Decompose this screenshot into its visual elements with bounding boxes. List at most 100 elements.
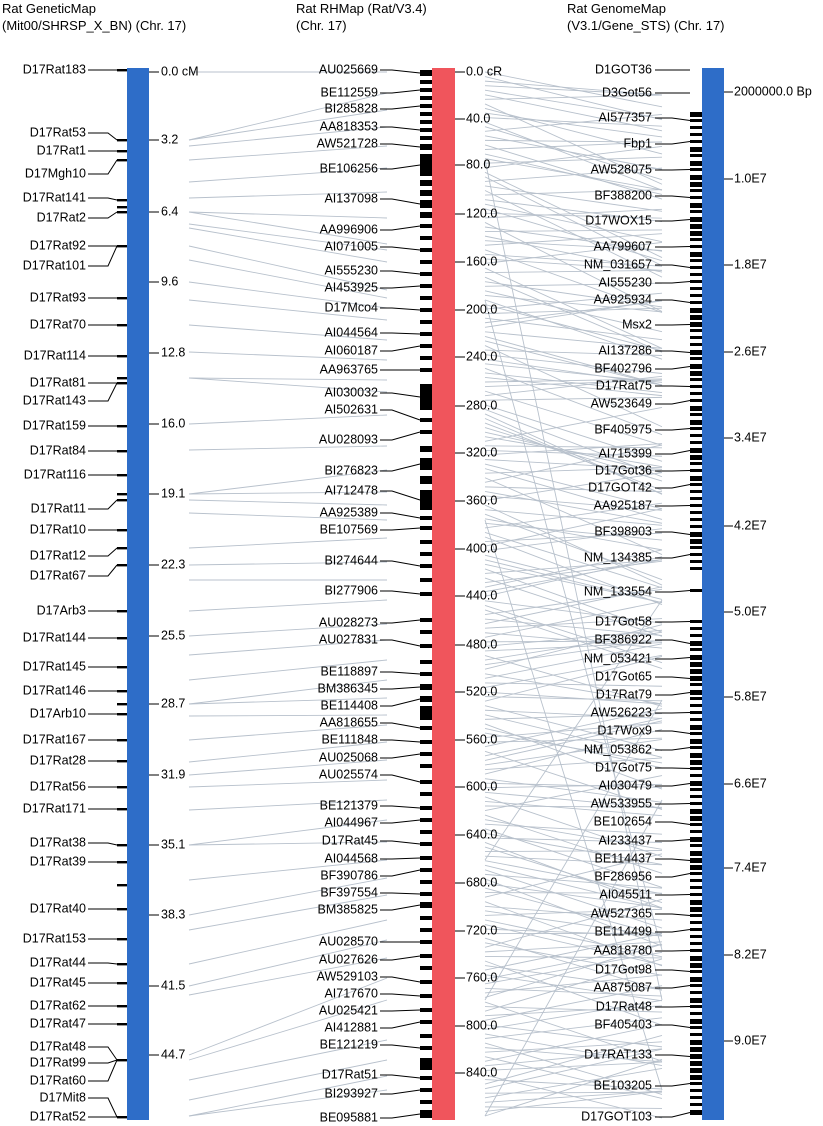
rh-genome-link — [484, 782, 663, 788]
genetic-marker-leader — [88, 159, 118, 175]
genome-marker-leader — [655, 858, 691, 861]
rh-marker-tick — [420, 88, 432, 92]
genome-marker-tick — [690, 476, 702, 481]
genome-marker-tick — [690, 490, 702, 493]
genetic-marker-tick — [117, 666, 127, 669]
rh-marker-label: AW529103 — [317, 969, 378, 983]
rh-genome-link — [484, 240, 663, 251]
genome-marker-tick — [690, 844, 702, 847]
genome-marker-tick — [690, 739, 702, 744]
rh-genome-link — [484, 549, 663, 588]
rh-scale-label: 440.0 — [466, 588, 497, 602]
rh-genome-link — [484, 189, 663, 196]
genetic-marker-label: D17Rat2 — [37, 210, 86, 224]
genetic-rh-link — [188, 939, 388, 987]
rh-genome-link — [484, 643, 663, 679]
genome-marker-leader — [655, 821, 691, 825]
rh-marker-label: AI044568 — [324, 851, 378, 865]
genome-marker-tick — [690, 329, 702, 332]
genome-marker-tick — [690, 837, 702, 842]
genome-marker-leader — [655, 554, 691, 559]
rh-genome-link — [484, 1024, 663, 1062]
rh-marker-tick — [420, 980, 432, 984]
genome-marker-tick — [690, 760, 702, 765]
rh-marker-label: BE114408 — [321, 698, 379, 712]
rh-marker-tick — [420, 458, 432, 470]
rh-genome-link — [484, 554, 663, 600]
genetic-scale-label: 35.1 — [161, 837, 185, 851]
genetic-scale-label: 3.2 — [161, 132, 178, 146]
genome-marker-leader — [655, 428, 691, 431]
genome-marker-leader — [655, 913, 691, 916]
genetic-scale-label: 9.6 — [161, 274, 178, 288]
genome-marker-tick — [690, 589, 702, 592]
rh-genome-link — [484, 159, 663, 1001]
rh-scale-label: 160.0 — [466, 254, 497, 268]
rh-marker-leader — [380, 1113, 421, 1119]
genome-marker-tick — [690, 1110, 702, 1115]
genome-scale-label: 3.4E7 — [734, 430, 767, 444]
genetic-marker-tick — [117, 425, 127, 428]
genome-marker-label: NM_134385 — [584, 550, 652, 564]
rh-marker-label: AU028570 — [319, 934, 378, 948]
genome-marker-leader — [655, 505, 691, 507]
rh-genome-link — [484, 282, 663, 287]
genetic-marker-leader — [88, 547, 118, 557]
rh-scale-label: 560.0 — [466, 732, 497, 746]
genetic-rh-link — [188, 211, 388, 245]
genome-marker-tick — [690, 830, 702, 833]
rh-marker-label: AI712478 — [324, 483, 378, 497]
genetic-marker-label: D17Rat167 — [23, 732, 86, 746]
rh-genome-link — [484, 709, 663, 719]
genome-marker-tick — [690, 1075, 702, 1080]
genetic-marker-leader — [88, 211, 118, 219]
genetic-rh-link — [188, 227, 388, 263]
genome-marker-tick — [690, 893, 702, 896]
genome-marker-tick — [690, 788, 702, 791]
genetic-rh-link — [188, 491, 388, 495]
genetic-marker-tick — [117, 493, 127, 496]
rh-marker-tick — [420, 418, 432, 422]
genome-marker-leader — [655, 169, 691, 171]
genetic-marker-tick — [117, 1023, 127, 1026]
genome-marker-tick — [690, 942, 702, 945]
rh-marker-leader — [380, 698, 421, 707]
genetic-rh-link — [188, 741, 388, 763]
rh-genome-link — [484, 924, 663, 966]
rh-marker-tick — [420, 248, 432, 252]
rh-scale-label: 40.0 — [466, 111, 490, 125]
rh-genome-link — [484, 299, 663, 951]
genetic-marker-tick — [117, 159, 127, 162]
rh-genome-link — [484, 720, 663, 761]
genetic-rh-link — [188, 537, 388, 549]
rh-marker-label: AW521728 — [317, 136, 378, 150]
rh-genome-link — [484, 443, 663, 456]
rh-genome-link — [484, 212, 663, 219]
rh-genome-link — [484, 299, 663, 360]
rh-genome-link — [484, 335, 663, 386]
rh-marker-tick — [420, 684, 432, 690]
rh-marker-tick — [420, 136, 432, 140]
rh-genome-link — [484, 171, 663, 258]
genetic-marker-label: D17Rat144 — [23, 630, 86, 644]
genome-marker-label: D17RAT133 — [584, 1047, 652, 1061]
rh-marker-label: AA996906 — [320, 222, 378, 236]
connector-lines — [188, 71, 663, 1119]
rh-genome-link — [484, 883, 663, 909]
genetic-marker-label: D17Rat48 — [30, 1039, 86, 1053]
genome-marker-leader — [655, 350, 691, 353]
genome-map: 2000000.0 Bp 1.0E7 1.8E7 2.6E7 3.4E7 4.2E7 5.0… — [581, 62, 812, 1123]
genetic-marker-leader — [88, 132, 118, 141]
genome-marker-tick — [690, 1068, 702, 1073]
genome-marker-label: BF386922 — [594, 632, 652, 646]
genetic-marker-label: D17Arb3 — [37, 603, 86, 617]
rh-genome-link — [484, 819, 663, 850]
genome-marker-leader — [655, 1083, 691, 1087]
rh-marker-tick — [420, 96, 432, 100]
rh-genome-link — [484, 519, 663, 1091]
rh-marker-tick — [420, 272, 432, 276]
rh-genome-link — [484, 855, 663, 866]
rh-genome-link — [484, 1034, 663, 1085]
genetic-rh-link — [188, 1075, 388, 1117]
genome-scale-label: 2.6E7 — [734, 344, 767, 358]
